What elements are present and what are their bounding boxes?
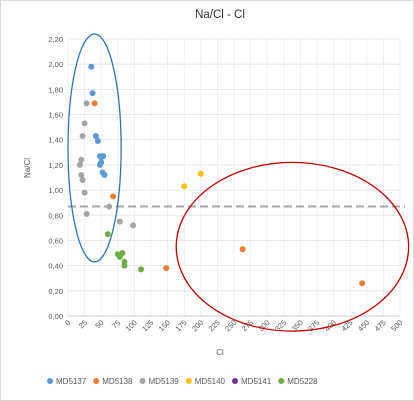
y-tick-label: 1,40 [48, 136, 63, 145]
data-point [81, 120, 88, 127]
data-point [92, 132, 99, 139]
highlight-ellipses [67, 33, 410, 332]
data-point [239, 246, 246, 253]
data-point [116, 218, 123, 225]
y-tick-label: 0,40 [48, 262, 63, 271]
data-point [130, 222, 137, 229]
data-point [83, 100, 90, 107]
data-point [181, 183, 188, 190]
data-point [78, 171, 85, 178]
y-tick-label: 0,60 [48, 236, 63, 245]
data-point [81, 189, 88, 196]
y-tick-label: 1,60 [48, 111, 63, 120]
legend-marker [278, 378, 285, 384]
data-point [100, 153, 107, 160]
x-axis-label: Cl [216, 348, 224, 357]
y-tick-label: 0,80 [48, 211, 63, 220]
x-tick-label: 0 [63, 318, 72, 327]
data-point [104, 231, 111, 238]
legend-marker [93, 378, 100, 384]
legend-label: MD5137 [56, 377, 87, 386]
data-point [106, 203, 113, 210]
grid-lines [67, 38, 401, 317]
data-point [78, 156, 85, 163]
y-axis-ticks: 0,00 0,20 0,40 0,60 0,80 1,00 1,20 1,40 1,60 1,80… [48, 35, 63, 321]
data-point [91, 100, 98, 107]
y-tick-label: 1,00 [48, 186, 63, 195]
data-point [96, 161, 103, 168]
y-tick-label: 2,00 [48, 60, 63, 69]
legend-marker [47, 378, 53, 384]
legend-label: MD5140 [195, 377, 226, 386]
y-tick-label: 0,00 [48, 312, 63, 321]
data-point [83, 211, 90, 218]
legend-label: MD5138 [102, 377, 133, 386]
data-point [138, 266, 145, 273]
legend-marker [185, 378, 192, 384]
data-point [76, 161, 83, 168]
data-point [101, 171, 108, 178]
highlight-ellipse [175, 161, 410, 332]
data-point [163, 265, 170, 272]
y-tick-label: 2,20 [48, 35, 63, 44]
legend-label: MD5228 [287, 377, 318, 386]
legend-marker [232, 378, 238, 384]
chart-title: Na/Cl - Cl [195, 9, 245, 21]
data-point [88, 63, 95, 70]
data-points [76, 63, 366, 287]
data-point [119, 250, 126, 257]
legend-label: MD5141 [241, 377, 272, 386]
data-point [197, 170, 204, 177]
data-point [121, 262, 128, 269]
data-point [94, 137, 101, 144]
data-point [89, 90, 96, 97]
data-point [359, 280, 366, 287]
legend-label: MD5139 [149, 377, 180, 386]
data-point [110, 193, 117, 200]
data-point [79, 132, 86, 139]
y-tick-label: 1,20 [48, 161, 63, 170]
y-tick-label: 0,20 [48, 287, 63, 296]
data-point [79, 177, 86, 184]
y-axis-label: Na/Cl [23, 158, 32, 178]
highlight-ellipse [67, 33, 122, 263]
legend-marker [139, 378, 146, 384]
legend: MD5137 MD5138 MD5139 MD5140 MD5141 MD5228 [47, 377, 318, 386]
y-tick-label: 1,80 [48, 85, 63, 94]
